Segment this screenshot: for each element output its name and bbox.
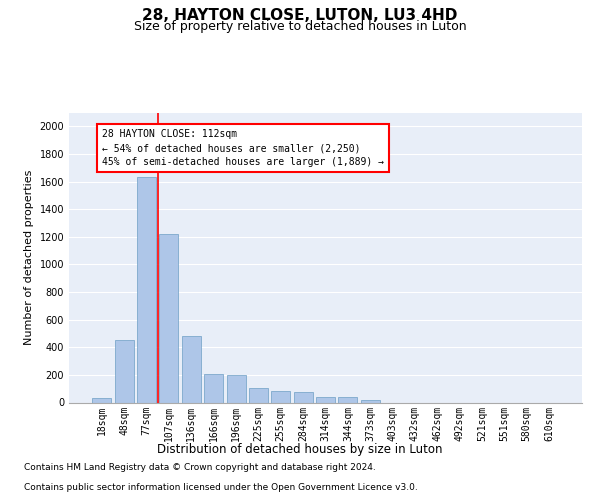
Bar	[115, 340, 134, 402]
Bar	[361, 400, 380, 402]
Bar	[92, 398, 112, 402]
Bar	[316, 397, 335, 402]
Bar	[227, 375, 245, 402]
Bar	[137, 178, 156, 402]
Bar	[293, 392, 313, 402]
Bar	[204, 374, 223, 402]
Y-axis label: Number of detached properties: Number of detached properties	[24, 170, 34, 345]
Bar	[249, 388, 268, 402]
Text: Size of property relative to detached houses in Luton: Size of property relative to detached ho…	[134, 20, 466, 33]
Text: Contains public sector information licensed under the Open Government Licence v3: Contains public sector information licen…	[24, 484, 418, 492]
Text: 28 HAYTON CLOSE: 112sqm
← 54% of detached houses are smaller (2,250)
45% of semi: 28 HAYTON CLOSE: 112sqm ← 54% of detache…	[102, 129, 384, 167]
Text: 28, HAYTON CLOSE, LUTON, LU3 4HD: 28, HAYTON CLOSE, LUTON, LU3 4HD	[142, 8, 458, 22]
Bar	[271, 392, 290, 402]
Text: Distribution of detached houses by size in Luton: Distribution of detached houses by size …	[157, 442, 443, 456]
Bar	[338, 397, 358, 402]
Bar	[160, 234, 178, 402]
Bar	[182, 336, 201, 402]
Text: Contains HM Land Registry data © Crown copyright and database right 2024.: Contains HM Land Registry data © Crown c…	[24, 464, 376, 472]
